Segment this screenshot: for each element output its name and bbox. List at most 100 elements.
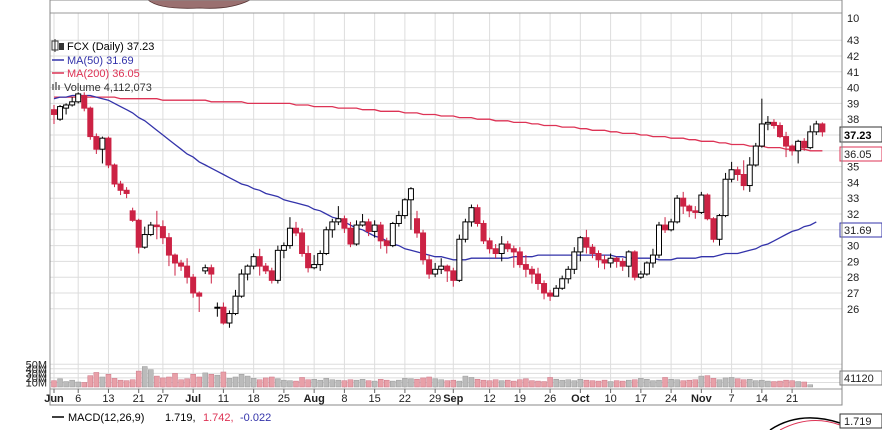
candle-28 [220,302,227,325]
macd-value-3: -0.022 [240,412,271,424]
volume-bar-99 [650,380,656,388]
volume-bar-110 [716,379,723,388]
value-tags: 37.23 36.05 31.69 41120 [839,126,882,386]
volume-bars [51,366,813,388]
volume-bar-86 [571,380,578,388]
candle-body-32 [244,265,251,275]
candle-38 [280,242,287,259]
candle-body-61 [420,232,427,261]
candle-body-116 [752,145,759,166]
date-tick-14: 14 [756,393,768,405]
volume-bar-1 [57,378,63,388]
candle-body-34 [256,256,263,267]
volume-bar-94 [619,380,626,388]
candle-51 [359,214,366,227]
candle-body-70 [474,207,481,224]
candle-64 [438,258,445,275]
volume-bar-104 [680,380,686,388]
date-tick-Aug: Aug [303,393,324,405]
candle-10 [111,163,118,188]
candle-body-109 [710,218,717,240]
volume-bar-77 [517,379,523,388]
volume-bar-37 [275,378,281,388]
candle-108 [704,193,711,221]
volume-tick-30M: 30M [26,368,47,380]
candle-104 [680,191,687,214]
candle-103 [674,195,681,224]
volume-bar-92 [607,381,614,388]
volume-bar-125 [807,384,813,388]
candle-31 [238,269,245,298]
candle-body-71 [480,222,487,242]
candle-body-42 [305,253,312,269]
candle-41 [299,228,306,257]
candle-89 [589,244,596,259]
legend-ma50: MA(50) 31.69 [67,55,134,67]
candle-body-97 [637,273,644,278]
candle-122 [789,144,796,156]
price-tick-41: 41 [847,67,859,79]
volume-bar-42 [305,379,311,388]
candle-16 [147,221,154,237]
candlesticks [51,92,826,328]
candle-body-121 [783,136,790,147]
legend-volume: Volume 4,112,073 [64,82,152,94]
volume-bar-31 [238,374,245,388]
candle-body-26 [208,267,215,275]
volume-bar-78 [523,378,529,388]
candle-84 [559,275,566,290]
candle-body-110 [716,215,723,240]
volume-bar-0 [51,380,57,388]
candle-59 [407,187,414,230]
volume-bar-93 [613,380,620,388]
date-tick-22: 22 [399,393,411,405]
candle-body-20 [172,254,178,264]
candle-body-64 [438,265,445,270]
candle-body-28 [220,306,227,324]
date-tick-17: 17 [635,393,647,405]
grid-lines [50,13,842,389]
candle-27 [214,302,221,317]
volume-bar-102 [668,379,674,388]
date-tick-8: 8 [341,393,347,405]
candle-9 [105,136,112,169]
date-tick-25: 25 [278,393,290,405]
price-tick-29: 29 [847,256,859,268]
ma50-series [53,94,817,261]
candle-body-106 [692,210,699,213]
candle-43 [311,255,318,270]
volume-bar-97 [638,378,644,388]
candle-40 [293,221,299,237]
volume-bar-124 [801,381,807,388]
candle-15 [141,226,148,249]
candle-90 [595,250,602,268]
candle-39 [286,217,293,249]
volume-bar-15 [142,366,148,388]
candle-body-8 [99,137,106,150]
candle-49 [347,221,354,248]
price-axis: 262728293031323334353637383940414243 [847,35,859,316]
candle-113 [734,166,741,181]
volume-bar-63 [432,378,438,388]
candle-5 [81,92,88,112]
candle-body-117 [758,123,765,147]
candle-20 [172,253,178,276]
volume-tick-40M: 40M [26,364,47,376]
price-tick-43: 43 [847,35,859,47]
candle-93 [613,256,620,268]
price-tick-30: 30 [847,241,859,253]
price-tick-32: 32 [847,209,859,221]
volume-bar-57 [396,379,402,388]
candle-61 [420,229,427,265]
plot-border [49,0,843,406]
candle-body-89 [589,246,596,254]
candle-body-112 [728,169,735,180]
volume-bar-74 [498,380,505,388]
date-tick-11: 11 [218,393,229,405]
volume-bar-2 [63,381,69,388]
candle-body-47 [335,218,342,223]
volume-bar-85 [565,379,571,388]
candle-33 [250,253,257,270]
volume-bar-22 [184,378,190,388]
